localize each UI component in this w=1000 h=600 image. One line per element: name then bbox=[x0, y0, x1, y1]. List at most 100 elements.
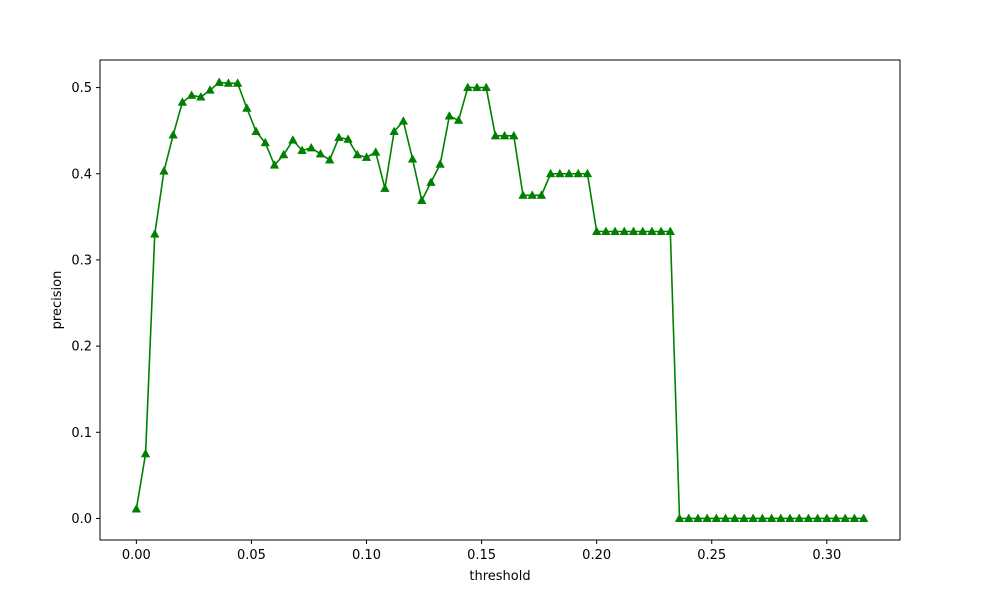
x-tick-label: 0.00 bbox=[122, 548, 151, 563]
data-point-marker bbox=[205, 85, 215, 94]
data-point-marker bbox=[573, 168, 583, 178]
data-point-marker bbox=[536, 190, 547, 199]
data-point-marker bbox=[352, 149, 363, 159]
data-point-marker bbox=[785, 513, 795, 522]
data-point-marker bbox=[417, 195, 427, 204]
data-point-marker bbox=[315, 148, 326, 158]
data-point-marker bbox=[453, 115, 464, 124]
data-point-marker bbox=[463, 82, 473, 92]
data-point-marker bbox=[776, 513, 786, 522]
data-point-marker bbox=[196, 92, 206, 101]
data-point-marker bbox=[794, 513, 804, 522]
data-point-marker bbox=[223, 78, 234, 87]
data-point-marker bbox=[545, 168, 556, 178]
data-point-marker bbox=[371, 147, 381, 156]
data-point-marker bbox=[637, 226, 648, 235]
data-point-marker bbox=[490, 130, 501, 140]
y-tick-label: 0.5 bbox=[71, 81, 92, 96]
axes-layer: 0.00 0.05 0.10 0.15 0.20 0.25 0.30 0.0 0.1 0.2 0.3… bbox=[71, 81, 841, 563]
data-point-marker bbox=[481, 82, 491, 92]
data-point-marker bbox=[251, 126, 261, 136]
x-tick-label: 0.20 bbox=[582, 548, 611, 563]
data-point-marker bbox=[214, 77, 224, 86]
data-point-marker bbox=[269, 160, 280, 169]
data-layer bbox=[131, 77, 869, 522]
data-point-marker bbox=[472, 82, 482, 92]
data-point-marker bbox=[150, 229, 160, 238]
data-point-marker bbox=[186, 90, 197, 99]
data-point-marker bbox=[582, 168, 593, 178]
data-point-marker bbox=[518, 190, 528, 199]
x-axis-label: threshold bbox=[469, 569, 530, 584]
data-point-marker bbox=[665, 226, 676, 235]
data-point-marker bbox=[444, 110, 455, 120]
data-point-marker bbox=[407, 154, 418, 163]
data-point-marker bbox=[131, 503, 142, 513]
x-tick-label: 0.05 bbox=[237, 548, 266, 563]
data-point-marker bbox=[803, 513, 814, 522]
data-point-marker bbox=[140, 448, 151, 458]
data-point-marker bbox=[766, 513, 777, 522]
data-point-marker bbox=[177, 97, 188, 106]
plot-area bbox=[100, 60, 900, 540]
data-point-marker bbox=[619, 226, 629, 235]
data-point-marker bbox=[858, 513, 869, 522]
data-point-marker bbox=[426, 177, 436, 186]
data-point-marker bbox=[656, 226, 666, 235]
data-point-marker bbox=[435, 159, 445, 168]
data-point-marker bbox=[334, 132, 344, 142]
x-tick-label: 0.25 bbox=[697, 548, 726, 563]
data-point-marker bbox=[748, 513, 758, 522]
data-point-marker bbox=[628, 226, 639, 235]
x-tick-label: 0.15 bbox=[467, 548, 496, 563]
data-point-marker bbox=[693, 513, 703, 522]
y-tick-label: 0.4 bbox=[71, 167, 92, 182]
data-point-marker bbox=[297, 145, 307, 154]
data-point-marker bbox=[610, 226, 620, 235]
data-point-marker bbox=[306, 142, 316, 152]
data-point-marker bbox=[647, 226, 657, 235]
data-point-marker bbox=[278, 149, 289, 159]
data-point-marker bbox=[757, 513, 768, 522]
data-point-marker bbox=[720, 513, 731, 522]
data-point-marker bbox=[380, 183, 390, 192]
x-tick-label: 0.10 bbox=[352, 548, 381, 563]
data-point-marker bbox=[398, 116, 409, 125]
data-point-marker bbox=[509, 130, 519, 140]
y-tick-label: 0.0 bbox=[71, 512, 92, 527]
data-point-marker bbox=[389, 126, 399, 136]
y-tick-label: 0.3 bbox=[71, 253, 92, 268]
data-point-marker bbox=[739, 513, 749, 522]
data-point-marker bbox=[361, 152, 372, 161]
data-point-marker bbox=[730, 513, 740, 522]
data-point-marker bbox=[159, 166, 169, 175]
y-axis-label: precision bbox=[50, 271, 65, 330]
data-point-marker bbox=[840, 513, 850, 522]
plot-frame bbox=[99, 59, 901, 541]
data-point-marker bbox=[260, 137, 270, 147]
data-point-marker bbox=[288, 135, 298, 144]
data-point-marker bbox=[711, 513, 722, 522]
data-point-marker bbox=[601, 226, 611, 235]
data-point-marker bbox=[324, 154, 335, 164]
data-point-marker bbox=[831, 513, 841, 522]
x-tick-label: 0.30 bbox=[812, 548, 841, 563]
data-point-marker bbox=[674, 513, 685, 522]
data-point-marker bbox=[684, 513, 694, 522]
data-point-marker bbox=[591, 226, 602, 235]
y-tick-label: 0.2 bbox=[71, 340, 92, 355]
y-tick-label: 0.1 bbox=[71, 426, 92, 441]
data-point-marker bbox=[849, 513, 860, 522]
data-point-marker bbox=[499, 130, 510, 140]
data-point-marker bbox=[168, 129, 178, 139]
data-point-marker bbox=[343, 134, 353, 143]
data-point-marker bbox=[527, 190, 537, 199]
data-point-marker bbox=[812, 513, 823, 522]
data-point-marker bbox=[242, 103, 252, 112]
data-point-marker bbox=[822, 513, 832, 522]
data-point-marker bbox=[702, 513, 712, 522]
data-point-marker bbox=[564, 168, 574, 178]
data-point-marker bbox=[555, 168, 565, 178]
data-point-marker bbox=[232, 78, 243, 87]
